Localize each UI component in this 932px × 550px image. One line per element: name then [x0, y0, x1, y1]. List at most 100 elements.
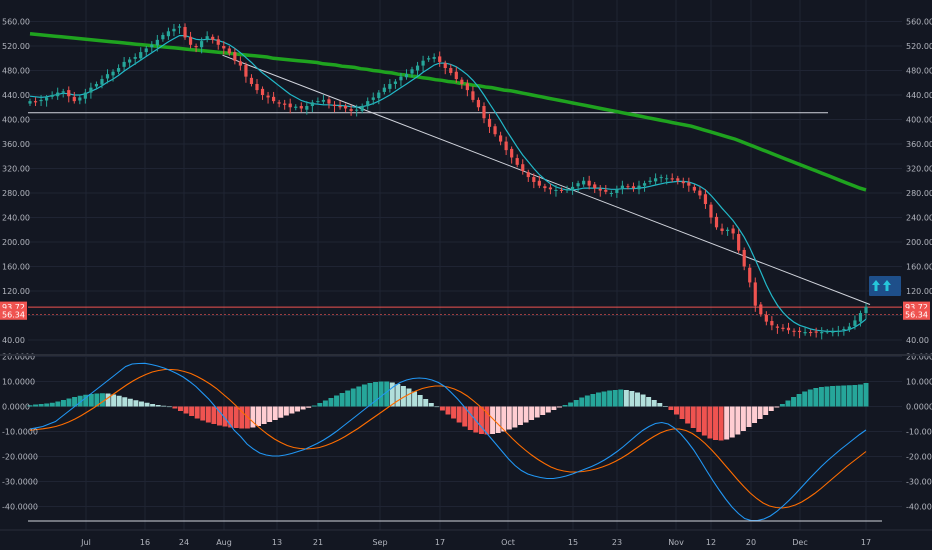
candle-body [443, 63, 447, 69]
secondary-price-label: 56.34 [2, 310, 25, 319]
candle-body [792, 330, 796, 332]
price-axis-label-right: 560.00 [906, 18, 932, 27]
histogram-bar [635, 392, 640, 407]
candle-body [78, 97, 82, 101]
candle-body [570, 186, 575, 190]
price-axis-label-left: 160.00 [2, 263, 30, 272]
candle-body [310, 102, 314, 107]
histogram-bar [367, 383, 373, 407]
histogram-bar [768, 406, 774, 411]
macd-axis-label-right: -10.0000 [906, 428, 932, 437]
candle-body [559, 189, 564, 191]
candle-body [748, 267, 752, 283]
candle-body [393, 81, 398, 84]
candle-body [753, 282, 757, 306]
candle-body [327, 99, 331, 104]
histogram-bar [545, 406, 551, 413]
candle-body [371, 97, 375, 100]
x-axis-label: 17 [861, 538, 871, 547]
candle-body [283, 103, 287, 105]
histogram-bar [217, 406, 222, 426]
histogram-bar [150, 404, 156, 407]
histogram-bar [155, 405, 161, 407]
histogram-bar [261, 406, 267, 424]
candle-body [288, 103, 292, 108]
candle-body [703, 194, 708, 205]
candle-body [858, 313, 863, 322]
macd-axis-label-left: 20.0000 [2, 353, 35, 362]
histogram-bar [646, 397, 652, 407]
histogram-bar [289, 406, 295, 414]
candle-body [183, 27, 187, 38]
candle-body [338, 106, 342, 108]
histogram-bar [283, 406, 289, 416]
candle-body [139, 52, 143, 59]
histogram-bar [183, 406, 189, 414]
x-axis-label: 23 [612, 538, 622, 547]
histogram-bar [33, 404, 39, 407]
signal-arrows[interactable] [869, 276, 901, 296]
price-axis-label-right: 240.00 [906, 214, 932, 223]
current-price-label-box [0, 301, 27, 313]
secondary-price-label-box [0, 308, 27, 320]
x-axis-label: 20 [746, 538, 756, 547]
histogram-bar [99, 393, 105, 407]
price-axis-label-right: 480.00 [906, 67, 932, 76]
histogram-bar [551, 406, 557, 410]
histogram-bar [484, 406, 490, 435]
histogram-bar [490, 406, 496, 434]
histogram-bar [127, 398, 133, 407]
histogram-bar [306, 406, 312, 408]
candle-body [349, 109, 353, 111]
histogram-bar [746, 406, 752, 427]
candle-body [421, 60, 425, 66]
histogram-bar [791, 397, 797, 407]
candle-body [50, 95, 54, 97]
candle-body [814, 331, 818, 333]
price-axis-label-left: 240.00 [2, 214, 30, 223]
histogram-bar [802, 391, 808, 407]
histogram-bar [434, 406, 440, 408]
current-price-label-box [903, 301, 930, 313]
candle-body [111, 71, 115, 76]
histogram-bar [205, 406, 211, 423]
histogram-bar [378, 381, 384, 407]
histogram-bar [612, 390, 618, 407]
histogram-bar [807, 389, 813, 407]
candle-body [737, 234, 741, 251]
histogram-bar [841, 385, 847, 407]
candle-body [177, 26, 182, 28]
histogram-bar [595, 392, 601, 407]
grid [28, 0, 902, 530]
histogram-bar [317, 403, 323, 407]
histogram-bar [339, 393, 345, 407]
candle-body [642, 183, 647, 186]
histogram-bar [568, 402, 574, 407]
x-axis-label: Sep [372, 538, 387, 547]
histogram-bar [718, 406, 724, 441]
candle-body [576, 183, 580, 187]
candle-body [260, 88, 265, 95]
histogram-bar [757, 406, 763, 419]
candle-body [809, 332, 813, 334]
candle-body [526, 172, 530, 178]
candle-body [244, 64, 248, 77]
candle-body [266, 95, 270, 98]
macd-axis-label-right: -30.0000 [906, 478, 932, 487]
x-axis-label: Aug [216, 538, 232, 547]
candle-body [654, 178, 658, 182]
histogram-bar [105, 393, 111, 407]
histogram-bar [395, 384, 401, 407]
macd-histogram [27, 381, 869, 441]
histogram-bar [846, 385, 852, 407]
candle-body [432, 57, 436, 59]
histogram-bar [830, 386, 836, 407]
candle-body [227, 48, 231, 54]
histogram-bar [345, 390, 351, 407]
histogram-bar [601, 391, 607, 407]
histogram-bar [690, 406, 696, 428]
histogram-bar [361, 384, 367, 407]
histogram-bar [172, 406, 178, 409]
histogram-bar [863, 383, 869, 407]
histogram-bar [495, 406, 501, 433]
